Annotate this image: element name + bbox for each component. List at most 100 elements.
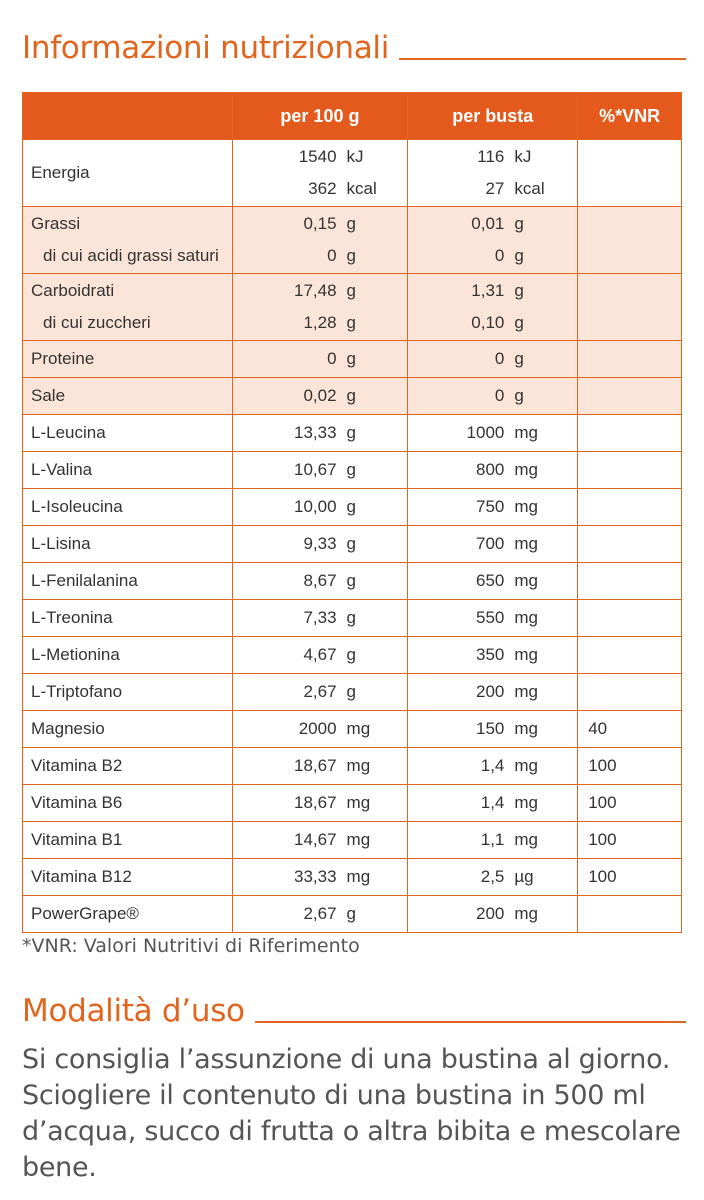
value-per-100g-cell: 2,67 g [231, 895, 409, 933]
value-per-busta-cell: 200 mg [407, 895, 579, 933]
unit-per-busta: mg [514, 571, 538, 590]
unit-per-busta: mg [514, 497, 538, 516]
unit-per-100g: g [346, 534, 356, 553]
value-per-100g: 0 [327, 349, 337, 368]
unit-per-100g: kJ [346, 147, 364, 166]
value-per-busta: 200 [476, 904, 505, 923]
value-per-busta: 116 [477, 147, 505, 166]
row-label-cell: L-Treonina [22, 599, 233, 637]
unit-per-busta: kcal [514, 179, 545, 198]
row-label-cell: Carboidrati di cui zuccheri [22, 273, 233, 341]
value-per-100g-cell: 14,67 mg [231, 821, 409, 859]
value-per-100g: 2000 [298, 719, 337, 738]
row-label: Vitamina B12 [31, 867, 132, 886]
row-label: Proteine [31, 349, 95, 368]
value-per-100g: 13,33 [293, 423, 337, 442]
value-per-100g-cell: 10,67 g [231, 451, 409, 489]
row-label-cell: Vitamina B6 [22, 784, 233, 822]
row-label: Vitamina B6 [31, 793, 123, 812]
value-per-busta-cell: 0,01 g 0 g [407, 206, 579, 274]
value-per-100g-cell: 2,67 g [231, 673, 409, 711]
value-per-busta-cell: 1,4 mg [407, 784, 579, 822]
vnr-cell [577, 673, 682, 711]
nutrition-title: Informazioni nutrizionali [22, 30, 390, 66]
table-row: PowerGrape® 2,67 g 200 mg [22, 895, 682, 933]
row-label: Carboidrati [31, 281, 115, 300]
unit-per-100g: g [346, 460, 356, 479]
vnr-cell [577, 377, 682, 415]
value-per-busta-cell: 1,31 g 0,10 g [407, 273, 579, 341]
vnr-cell [577, 206, 682, 274]
value-per-100g-cell: 17,48 g 1,28 g [231, 273, 409, 341]
heading-rule [254, 1021, 686, 1023]
value-per-busta: 650 [476, 571, 505, 590]
value-per-100g: 14,67 [293, 830, 337, 849]
unit-per-busta: g [514, 281, 524, 300]
row-label: di cui acidi grassi saturi [43, 246, 219, 265]
vnr-cell [577, 139, 682, 207]
vnr-cell: 100 [577, 784, 682, 822]
vnr-cell [577, 636, 682, 674]
value-per-100g: 0 [327, 246, 337, 265]
value-per-100g: 2,67 [303, 682, 337, 701]
value-per-100g: 18,67 [293, 793, 337, 812]
unit-per-busta: g [514, 386, 524, 405]
value-per-100g: 4,67 [303, 645, 337, 664]
unit-per-busta: g [514, 246, 524, 265]
row-label: L-Treonina [31, 608, 113, 627]
value-per-100g-cell: 18,67 mg [231, 747, 409, 785]
unit-per-100g: g [346, 214, 356, 233]
vnr-cell [577, 488, 682, 526]
usage-heading: Modalità d’uso [22, 993, 686, 1029]
row-label-cell: Vitamina B2 [22, 747, 233, 785]
value-per-100g: 10,67 [293, 460, 337, 479]
value-per-busta-cell: 750 mg [407, 488, 579, 526]
unit-per-busta: g [514, 313, 524, 332]
nutrition-table: per 100 g per busta %*VNR Energia 1540 kJ 3… [22, 92, 682, 933]
nutrition-heading: Informazioni nutrizionali [22, 30, 686, 66]
unit-per-busta: µg [514, 867, 534, 886]
unit-per-busta: mg [514, 793, 538, 812]
usage-text: Si consiglia l’assunzione di una bustina… [22, 1044, 681, 1183]
value-per-busta: 1,1 [480, 830, 505, 849]
value-per-busta-cell: 350 mg [407, 636, 579, 674]
unit-per-busta: mg [514, 756, 538, 775]
unit-per-100g: g [346, 497, 356, 516]
unit-per-100g: g [346, 386, 356, 405]
value-per-busta-cell: 1,4 mg [407, 747, 579, 785]
value-per-100g: 1540 [298, 147, 337, 166]
vnr-cell: 100 [577, 821, 682, 859]
value-per-busta-cell: 650 mg [407, 562, 579, 600]
value-per-100g-cell: 0,02 g [231, 377, 409, 415]
vnr-cell [577, 525, 682, 563]
vnr-cell [577, 562, 682, 600]
value-per-busta-cell: 1,1 mg [407, 821, 579, 859]
value-per-100g: 18,67 [293, 756, 337, 775]
unit-per-100g: g [346, 313, 356, 332]
table-row: L-Valina 10,67 g 800 mg [22, 451, 682, 489]
unit-per-100g: mg [346, 830, 371, 849]
unit-per-100g: mg [346, 793, 371, 812]
table-row: Carboidrati di cui zuccheri 17,48 g 1,28 g 1,3… [22, 273, 682, 341]
value-per-busta: 200 [476, 682, 505, 701]
value-per-100g: 9,33 [303, 534, 337, 553]
unit-per-100g: mg [346, 867, 371, 886]
table-row: L-Lisina 9,33 g 700 mg [22, 525, 682, 563]
row-label: L-Triptofano [31, 682, 123, 701]
row-label: Sale [31, 386, 66, 405]
table-row: Vitamina B2 18,67 mg 1,4 mg 100 [22, 747, 682, 785]
unit-per-busta: mg [514, 423, 538, 442]
table-row: Magnesio 2000 mg 150 mg 40 [22, 710, 682, 748]
vnr-cell [577, 340, 682, 378]
value-per-busta: 27 [485, 179, 505, 198]
unit-per-busta: mg [514, 719, 538, 738]
unit-per-100g: g [346, 608, 356, 627]
row-label-cell: Proteine [22, 340, 233, 378]
value-per-busta-cell: 150 mg [407, 710, 579, 748]
unit-per-busta: mg [514, 830, 538, 849]
row-label: Magnesio [31, 719, 105, 738]
row-label: Grassi [31, 214, 81, 233]
unit-per-100g: mg [346, 756, 371, 775]
